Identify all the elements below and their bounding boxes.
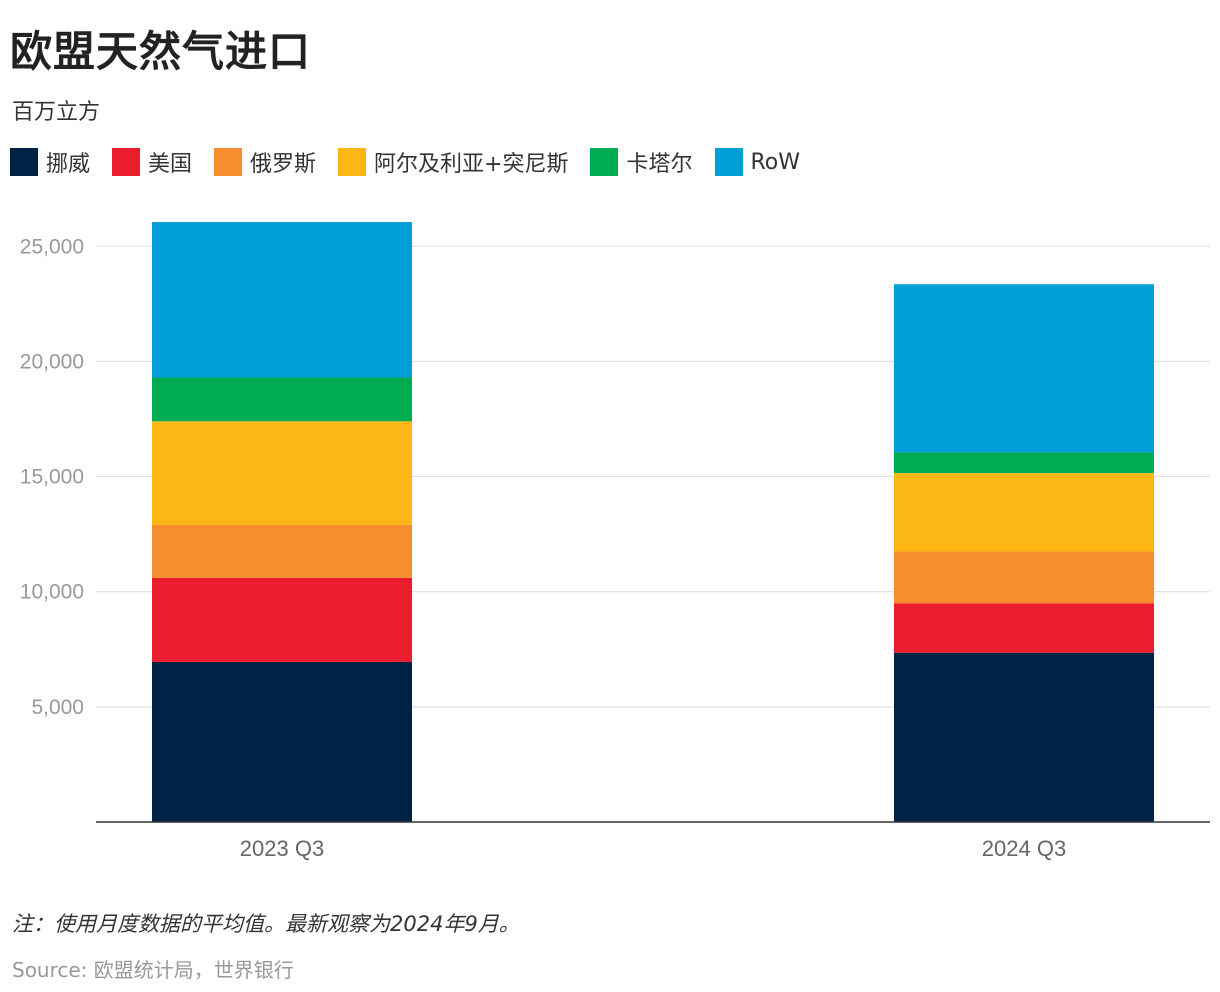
- legend-label: 卡塔尔: [626, 152, 693, 177]
- bar-segment: [152, 661, 412, 822]
- bar-segment: [152, 377, 412, 422]
- x-tick-label: 2023 Q3: [240, 836, 324, 861]
- bar-segment: [894, 551, 1154, 604]
- bar-segment: [894, 603, 1154, 653]
- legend-swatch: [338, 148, 367, 176]
- legend-label: 挪威: [46, 152, 91, 177]
- chart-title: 欧盟天然气进口: [10, 27, 312, 76]
- stacked-bar-chart: 5,000 10,000 15,000 20,000 25,000 2023 Q3 2024…: [20, 222, 1210, 861]
- legend-item: 美国: [112, 146, 192, 178]
- bar-segment: [152, 577, 412, 662]
- bar-segment: [152, 524, 412, 578]
- bar-segment: [894, 284, 1154, 453]
- chart-subtitle: 百万立方: [12, 100, 101, 125]
- legend-label: RoW: [750, 149, 801, 175]
- legend-swatch: [10, 148, 38, 176]
- y-tick-label: 20,000: [20, 350, 84, 373]
- bar-segment: [894, 452, 1154, 474]
- legend-swatch: [214, 148, 243, 176]
- legend-label: 俄罗斯: [250, 152, 317, 177]
- legend-item: 阿尔及利亚+突尼斯: [338, 146, 568, 178]
- bar-segment: [894, 652, 1154, 822]
- legend: 挪威 美国 俄罗斯 阿尔及利亚+突尼斯 卡塔尔 RoW: [10, 146, 822, 178]
- legend-item: 挪威: [10, 146, 90, 178]
- bar-segment: [152, 222, 412, 378]
- legend-item: 俄罗斯: [214, 146, 316, 178]
- y-tick-label: 10,000: [20, 581, 84, 604]
- chart-source: Source: 欧盟统计局，世界银行: [12, 958, 294, 982]
- x-tick-label: 2024 Q3: [982, 836, 1066, 861]
- legend-item: 卡塔尔: [590, 146, 693, 178]
- bar-segment: [894, 473, 1154, 552]
- y-tick-label: 15,000: [20, 466, 84, 489]
- bar-segment: [152, 421, 412, 525]
- y-tick-label: 25,000: [20, 235, 84, 258]
- chart-note: 注：使用月度数据的平均值。最新观察为2024年9月。: [12, 912, 520, 936]
- legend-swatch: [714, 148, 743, 176]
- legend-label: 阿尔及利亚+突尼斯: [374, 152, 569, 177]
- legend-swatch: [590, 148, 619, 176]
- legend-swatch: [112, 148, 141, 176]
- y-tick-label: 5,000: [31, 696, 84, 719]
- legend-label: 美国: [148, 152, 193, 177]
- legend-item: RoW: [714, 148, 801, 176]
